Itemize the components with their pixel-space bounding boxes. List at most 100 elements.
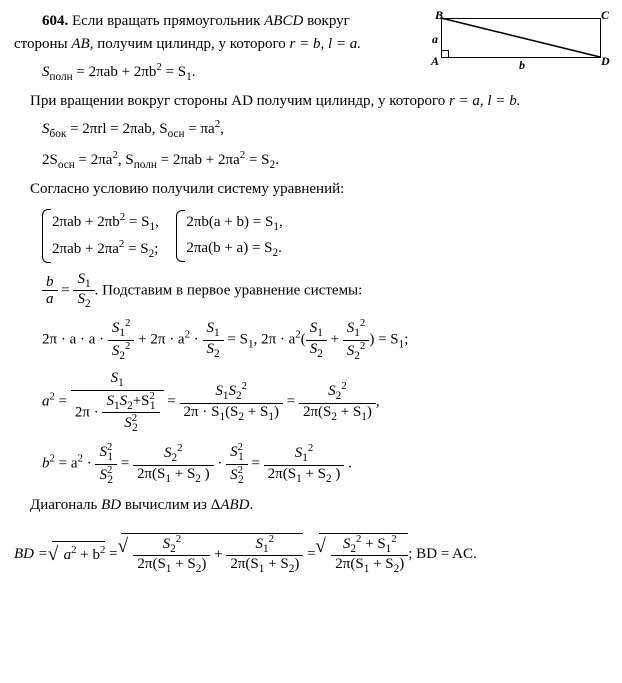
diagonal-line: [441, 18, 601, 58]
t: S: [77, 291, 85, 307]
sqrt-3: S22 + S122π(S1 + S2): [319, 533, 408, 576]
t: ,: [220, 121, 224, 137]
frac-a2-3: S22 2π(S2 + S1): [299, 381, 376, 423]
t: .: [278, 240, 282, 256]
eq-b2: b2 = a2 · S21S22 = S222π(S1 + S2 ) · S21…: [14, 442, 608, 486]
t: (S: [225, 404, 238, 420]
t: + S: [171, 556, 195, 572]
t: +: [210, 546, 226, 562]
label-A: A: [431, 52, 439, 70]
sys-eq3: 2πb(a + b) = S1,: [186, 210, 282, 236]
system-left: 2πab + 2πb2 = S1, 2πab + 2πa2 = S2;: [42, 209, 159, 263]
t: ,: [376, 394, 380, 410]
t: a: [42, 394, 50, 410]
t: 2: [85, 298, 91, 310]
t: =: [251, 456, 263, 472]
t: 2πab + 2πa: [52, 241, 119, 257]
t: b: [46, 274, 54, 290]
t: =: [55, 394, 71, 410]
t: + S: [361, 536, 385, 552]
t: = πa: [184, 121, 214, 137]
t: BD =: [14, 545, 52, 561]
t: +: [327, 332, 343, 348]
eq-long1: 2π · a · a · S12S22 + 2π · a2 · S1S2 = S…: [14, 318, 608, 362]
t: ): [294, 556, 299, 572]
t: = S: [224, 332, 248, 348]
t: стороны: [14, 36, 71, 52]
t: 2: [177, 442, 182, 454]
t: S: [120, 393, 128, 409]
t: ): [367, 404, 372, 420]
t: ): [332, 466, 341, 482]
t: 2: [238, 474, 244, 486]
t: + S: [171, 466, 195, 482]
t: + S: [369, 556, 393, 572]
t: 2: [100, 544, 105, 556]
t: 2πa(b + a) = S: [186, 240, 272, 256]
eq-bd-final: BD = a2 + b2 = S222π(S1 + S2) + S122π(S1…: [14, 533, 608, 576]
eq-s-poln: Sполн = 2πab + 2πb2 = S1.: [14, 59, 425, 86]
t: вокруг: [303, 13, 349, 29]
t: AB: [71, 36, 89, 52]
t: = S: [125, 214, 149, 230]
t: S: [256, 536, 264, 552]
t: .: [275, 152, 279, 168]
t: ): [201, 466, 210, 482]
t: 1: [238, 451, 244, 463]
t: =: [287, 394, 299, 410]
t: полн: [50, 71, 73, 83]
label-b: b: [519, 56, 525, 74]
sys-eq1: 2πab + 2πb2 = S1,: [52, 209, 159, 236]
t: 1: [150, 400, 156, 412]
t: ·: [190, 332, 203, 348]
t: ,: [279, 214, 283, 230]
t: ;: [404, 332, 408, 348]
t: =: [167, 394, 179, 410]
right-angle-mark: [441, 50, 449, 58]
t: .: [250, 497, 254, 513]
t: = 2πab + 2πb: [73, 64, 157, 80]
t: S: [42, 64, 50, 80]
t: S: [229, 383, 237, 399]
t: a: [46, 291, 54, 307]
t: 2: [317, 348, 323, 360]
system-of-equations: 2πab + 2πb2 = S1, 2πab + 2πa2 = S2; 2πb(…: [14, 209, 608, 263]
t: 1: [118, 377, 124, 389]
t: ·: [217, 456, 226, 472]
t: Если вращать прямоугольник: [72, 13, 264, 29]
t: 1: [107, 451, 113, 463]
diagonal-text: Диагональ BD вычислим из ΔABD.: [14, 494, 608, 517]
t: ; BD = AC.: [408, 545, 476, 561]
t: 2πb(a + b) = S: [186, 214, 273, 230]
t: , S: [118, 152, 134, 168]
t: 2: [176, 533, 181, 545]
t: полн: [134, 159, 157, 171]
t: 2π ·: [75, 404, 103, 420]
t: = 2πa: [75, 152, 113, 168]
t: 2: [214, 348, 220, 360]
t: + S: [302, 466, 326, 482]
t: S: [164, 445, 172, 461]
t: 2π · a · a ·: [42, 332, 108, 348]
t: BD: [101, 497, 121, 513]
t: = 2πab + 2πa: [157, 152, 240, 168]
t: вычислим из Δ: [121, 497, 220, 513]
t: , получим цилиндр, у которого: [90, 36, 290, 52]
t: 2: [360, 317, 365, 329]
t: 2: [360, 340, 365, 352]
t: ABCD: [264, 13, 303, 29]
t: ) = S: [369, 332, 398, 348]
t: ): [201, 556, 206, 572]
t: ·: [83, 456, 96, 472]
t: 2: [269, 533, 274, 545]
eq-2s-osn: 2Sосн = 2πa2, Sполн = 2πab + 2πa2 = S2.: [14, 147, 608, 174]
t: 2: [107, 474, 113, 486]
t: r = b, l = a.: [290, 36, 362, 52]
t: = S: [162, 64, 186, 80]
t: S: [42, 121, 50, 137]
sqrt-1: a2 + b2: [52, 541, 106, 567]
t: = S: [124, 241, 148, 257]
t: 1: [85, 278, 91, 290]
eq-b-over-a: ba = S1S2. Подставим в первое уравнение …: [14, 271, 608, 311]
t: 2π(S: [268, 466, 296, 482]
